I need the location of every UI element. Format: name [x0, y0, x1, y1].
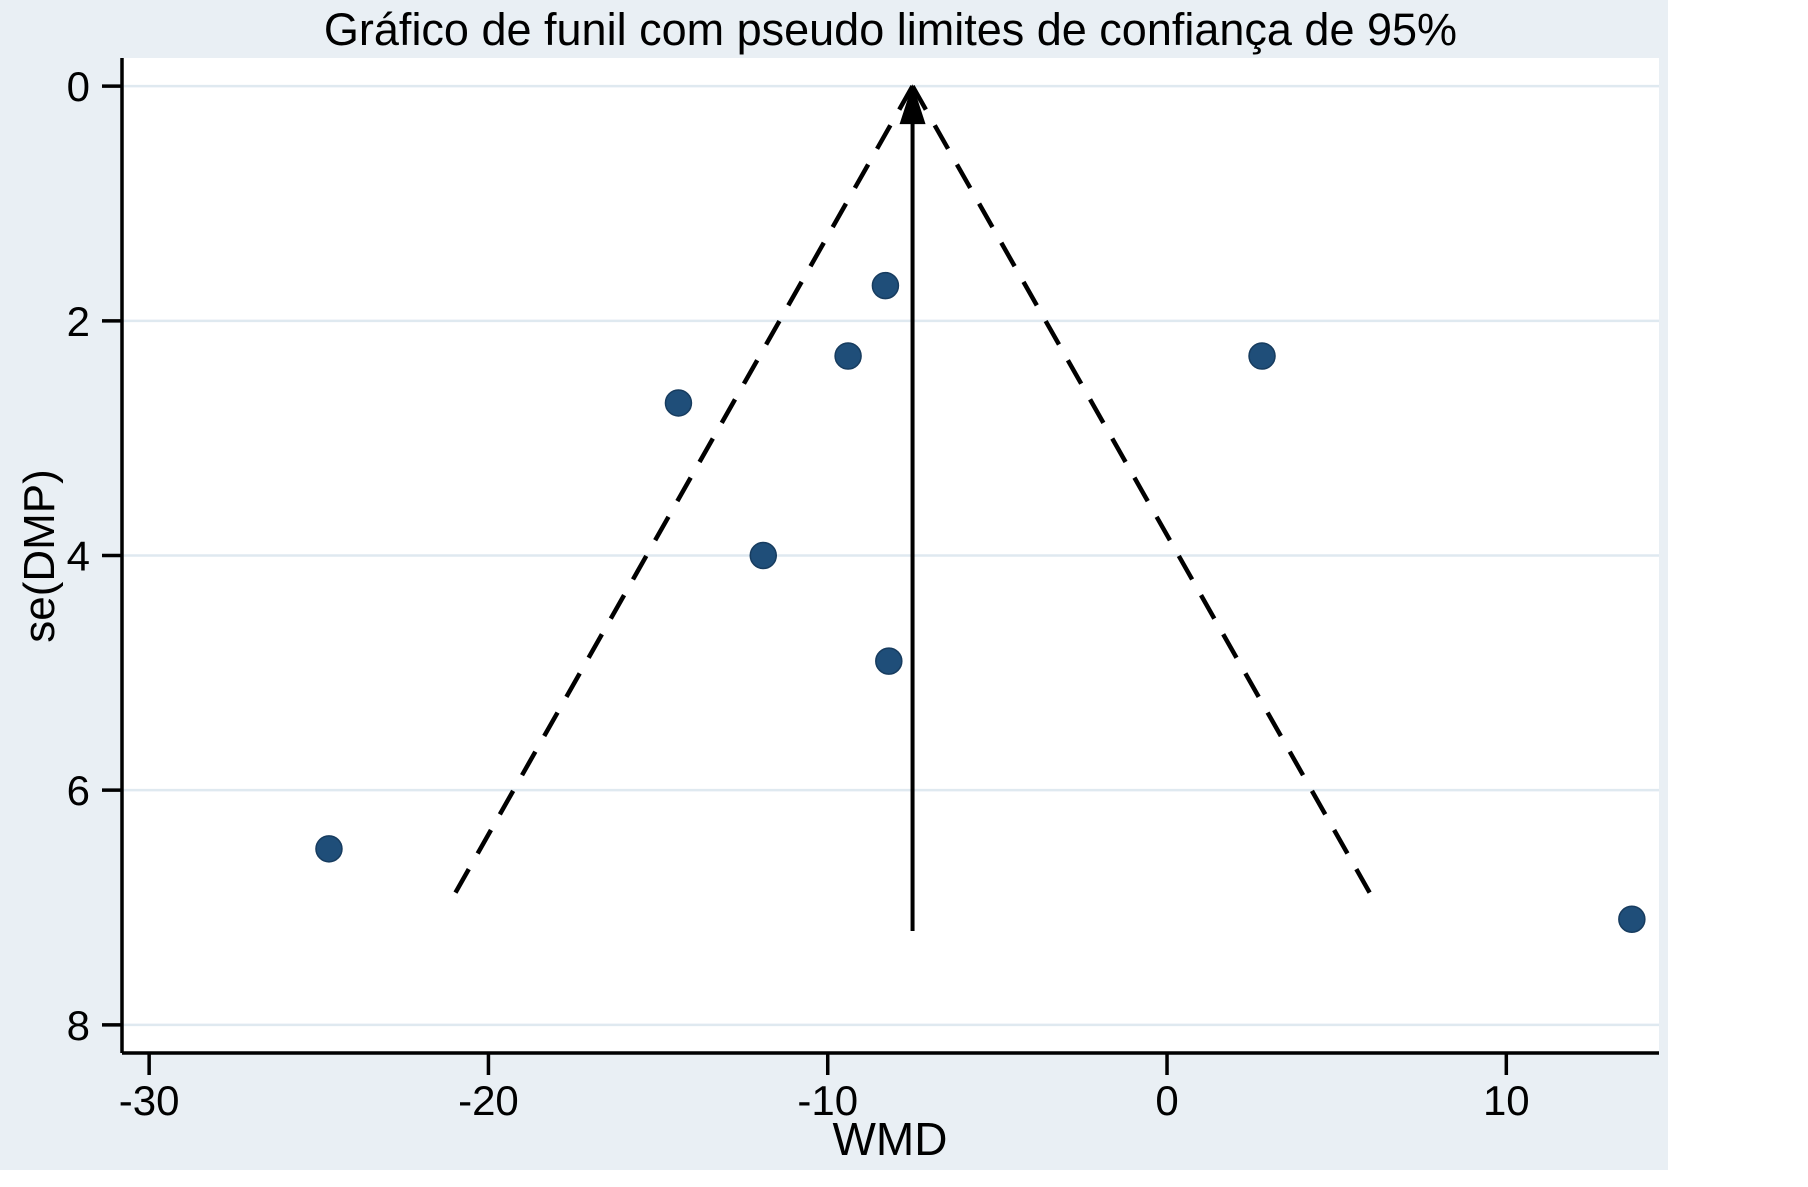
- pooled-estimate-arrowhead: [899, 84, 926, 125]
- x-tick-label: 10: [1483, 1077, 1530, 1124]
- funnel-limit-right: [910, 85, 1381, 909]
- y-tick-label: 4: [67, 533, 90, 580]
- x-tick-label: 0: [1155, 1077, 1178, 1124]
- y-tick-label: 8: [67, 1002, 90, 1049]
- y-tick-label: 0: [67, 63, 90, 110]
- funnel-limit-left: [445, 85, 915, 909]
- x-tick-label: -10: [797, 1077, 858, 1124]
- funnel-plot-figure: Gráfico de funil com pseudo limites de c…: [0, 0, 1668, 1170]
- data-point: [315, 835, 343, 863]
- data-point: [1618, 905, 1646, 933]
- chart-title: Gráfico de funil com pseudo limites de c…: [323, 4, 1458, 55]
- plot-canvas: 0 2 4 6 8 -30 -20 -10 0 10: [67, 58, 1659, 1124]
- data-point: [1248, 342, 1276, 370]
- data-point: [871, 271, 900, 300]
- data-point: [749, 541, 778, 570]
- data-point: [664, 389, 693, 417]
- y-tick-label: 2: [67, 298, 90, 345]
- data-point: [834, 342, 862, 370]
- y-tick-label: 6: [67, 767, 90, 814]
- data-point: [875, 647, 903, 675]
- x-tick-label: -30: [119, 1077, 180, 1124]
- x-tick-label: -20: [458, 1077, 519, 1124]
- x-axis-label: WMD: [832, 1113, 948, 1165]
